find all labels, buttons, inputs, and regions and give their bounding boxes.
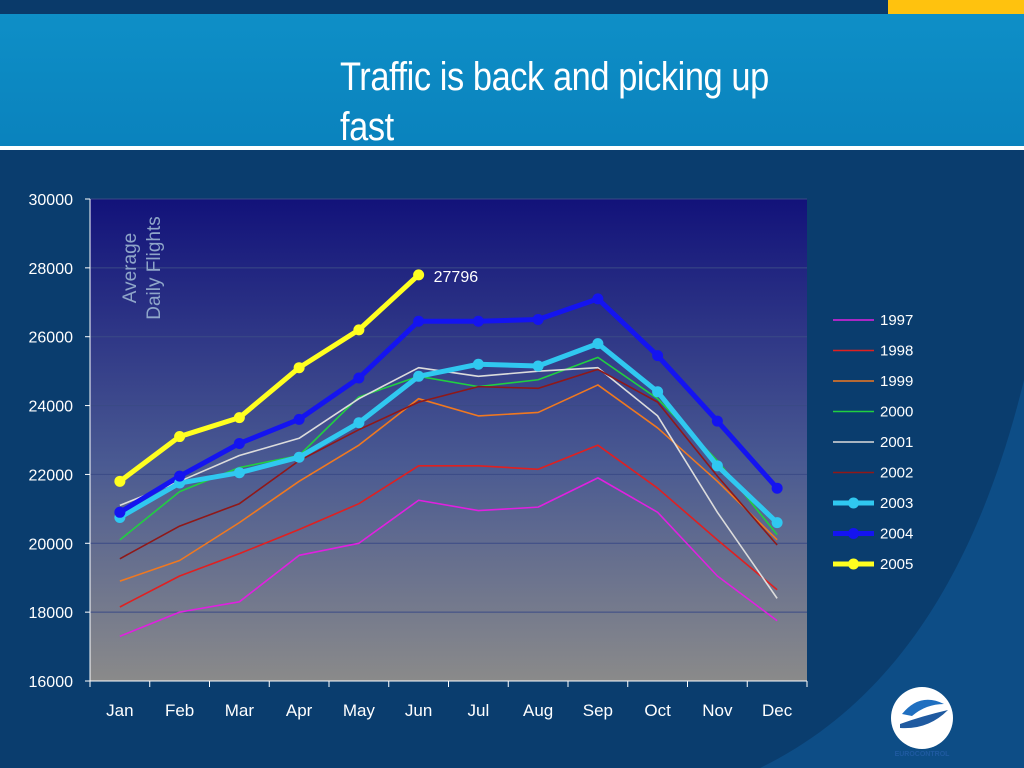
annotation-2005-jun: 27796 xyxy=(434,269,479,286)
x-tick-label: Aug xyxy=(523,701,553,720)
x-tick-label: May xyxy=(343,701,376,720)
y-axis-label-line-2: Daily Flights xyxy=(144,216,165,319)
data-point-2003 xyxy=(413,370,425,382)
x-axis-ticks: Jan Feb Mar Apr May Jun Jul Aug Sep Oct Nov Dec xyxy=(89,681,808,720)
legend-label-2005: 2005 xyxy=(880,556,913,573)
data-point-2004 xyxy=(174,470,186,482)
legend-label-1998: 1998 xyxy=(880,343,913,360)
data-point-2005 xyxy=(174,431,186,443)
legend: 1997 1998 1999 2000 2001 2002 2003 2004 2005 xyxy=(833,312,913,573)
legend-marker-2005 xyxy=(848,558,859,570)
data-point-2003 xyxy=(532,360,544,372)
series-layer xyxy=(114,269,783,637)
data-point-2005 xyxy=(413,269,425,281)
data-point-2004 xyxy=(233,437,245,449)
y-axis-ticks: 16000 18000 20000 22000 24000 26000 28000 30000 xyxy=(29,192,90,691)
accent-tab xyxy=(888,0,1024,14)
series-line-2003 xyxy=(118,341,779,525)
data-point-2005 xyxy=(353,324,365,336)
legend-label-2002: 2002 xyxy=(880,465,913,482)
data-point-2004 xyxy=(592,293,604,305)
data-point-2004 xyxy=(293,413,305,425)
legend-label-2000: 2000 xyxy=(880,404,913,421)
data-point-2003 xyxy=(293,451,305,463)
legend-label-2004: 2004 xyxy=(880,526,913,543)
logo-swoosh-icon xyxy=(902,699,944,716)
data-point-2003 xyxy=(771,517,783,529)
y-tick-label: 16000 xyxy=(29,674,74,691)
slide-title: Traffic is back and picking up fast xyxy=(340,55,769,149)
x-tick-label: Apr xyxy=(286,701,313,720)
data-point-2005 xyxy=(293,362,305,374)
legend-label-2003: 2003 xyxy=(880,495,913,512)
x-tick-label: Mar xyxy=(225,701,255,720)
y-axis-label-line-1: Average xyxy=(120,233,141,303)
data-point-2004 xyxy=(472,315,484,327)
data-point-2003 xyxy=(652,386,664,398)
y-tick-label: 28000 xyxy=(29,261,74,278)
x-tick-label: Jul xyxy=(468,701,490,720)
logo-text: EUROCONTROL xyxy=(895,751,951,758)
series-line-2005 xyxy=(118,273,421,484)
background-swoosh xyxy=(760,380,1024,768)
logo-wing-icon xyxy=(900,710,948,729)
series-line-1997 xyxy=(119,477,778,637)
x-tick-label: Sep xyxy=(583,701,613,720)
data-point-2004 xyxy=(114,506,126,518)
gridlines xyxy=(90,198,807,613)
legend-label-2001: 2001 xyxy=(880,434,913,451)
data-point-2003 xyxy=(592,338,604,350)
x-tick-label: Nov xyxy=(702,701,733,720)
data-point-2003 xyxy=(233,467,245,479)
top-strip xyxy=(0,0,1024,14)
x-tick-label: Jan xyxy=(106,701,133,720)
series-line-2000 xyxy=(119,356,778,541)
data-point-2003 xyxy=(711,460,723,472)
title-band xyxy=(0,14,1024,148)
y-tick-label: 26000 xyxy=(29,330,74,347)
series-line-2004 xyxy=(118,296,779,515)
data-point-2004 xyxy=(711,415,723,427)
data-point-2004 xyxy=(413,315,425,327)
series-line-1999 xyxy=(119,384,778,582)
y-tick-label: 30000 xyxy=(29,192,74,209)
data-point-2003 xyxy=(472,358,484,370)
title-divider xyxy=(0,146,1024,150)
legend-marker-2003 xyxy=(848,497,859,509)
data-point-2004 xyxy=(353,372,365,384)
x-tick-label: Feb xyxy=(165,701,194,720)
series-line-1998 xyxy=(119,444,778,608)
legend-label-1997: 1997 xyxy=(880,312,913,329)
x-tick-label: Oct xyxy=(644,701,671,720)
data-point-2004 xyxy=(771,482,783,494)
y-tick-label: 18000 xyxy=(29,605,74,622)
x-tick-label: Jun xyxy=(405,701,432,720)
data-point-2004 xyxy=(532,314,544,325)
y-tick-label: 20000 xyxy=(29,536,74,553)
data-point-2004 xyxy=(652,350,664,362)
x-tick-label: Dec xyxy=(762,701,793,720)
series-line-2002 xyxy=(119,368,778,560)
legend-marker-2004 xyxy=(848,528,859,539)
y-tick-label: 22000 xyxy=(29,467,74,484)
data-point-2003 xyxy=(353,417,365,429)
y-tick-label: 24000 xyxy=(29,399,74,416)
data-point-2005 xyxy=(114,475,126,487)
legend-label-1999: 1999 xyxy=(880,373,913,390)
eurocontrol-logo: EUROCONTROL xyxy=(891,687,953,758)
data-point-2005 xyxy=(233,412,245,424)
